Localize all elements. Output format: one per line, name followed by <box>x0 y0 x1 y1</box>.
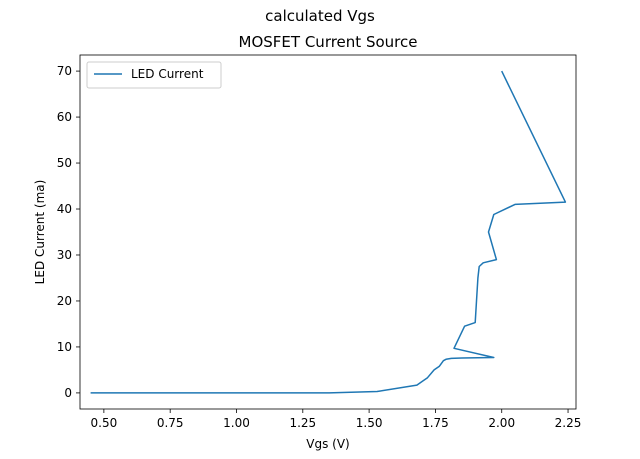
axes-frame <box>79 54 577 410</box>
y-tick-label: 60 <box>57 110 72 124</box>
y-axis: 0 10 20 30 40 50 60 70 <box>57 64 80 400</box>
legend: LED Current <box>86 61 222 89</box>
x-axis-label: Vgs (V) <box>306 437 349 451</box>
y-tick-label: 10 <box>57 340 72 354</box>
x-tick-label: 1.50 <box>356 416 383 430</box>
y-tick-label: 40 <box>57 202 72 216</box>
y-tick-label: 0 <box>64 386 72 400</box>
legend-box <box>86 61 222 89</box>
chart-title: MOSFET Current Source <box>239 33 418 51</box>
y-tick-label: 20 <box>57 294 72 308</box>
x-tick-label: 0.75 <box>157 416 184 430</box>
x-tick-label: 0.50 <box>91 416 118 430</box>
legend-label-led-current: LED Current <box>131 67 204 81</box>
y-tick-label: 70 <box>57 64 72 78</box>
x-tick-label: 1.75 <box>422 416 449 430</box>
y-tick-label: 50 <box>57 156 72 170</box>
series-line-led-current <box>90 70 567 394</box>
plot-area <box>79 54 577 410</box>
x-tick-label: 2.00 <box>488 416 515 430</box>
y-tick-label: 30 <box>57 248 72 262</box>
x-axis: 0.50 0.75 1.00 1.25 1.50 1.75 2.00 2.25 <box>91 409 582 430</box>
x-tick-label: 2.25 <box>555 416 582 430</box>
figure-suptitle: calculated Vgs <box>265 7 375 25</box>
x-tick-label: 1.00 <box>223 416 250 430</box>
x-tick-label: 1.25 <box>289 416 316 430</box>
y-axis-label: LED Current (ma) <box>33 180 47 285</box>
series-layer <box>90 70 567 394</box>
